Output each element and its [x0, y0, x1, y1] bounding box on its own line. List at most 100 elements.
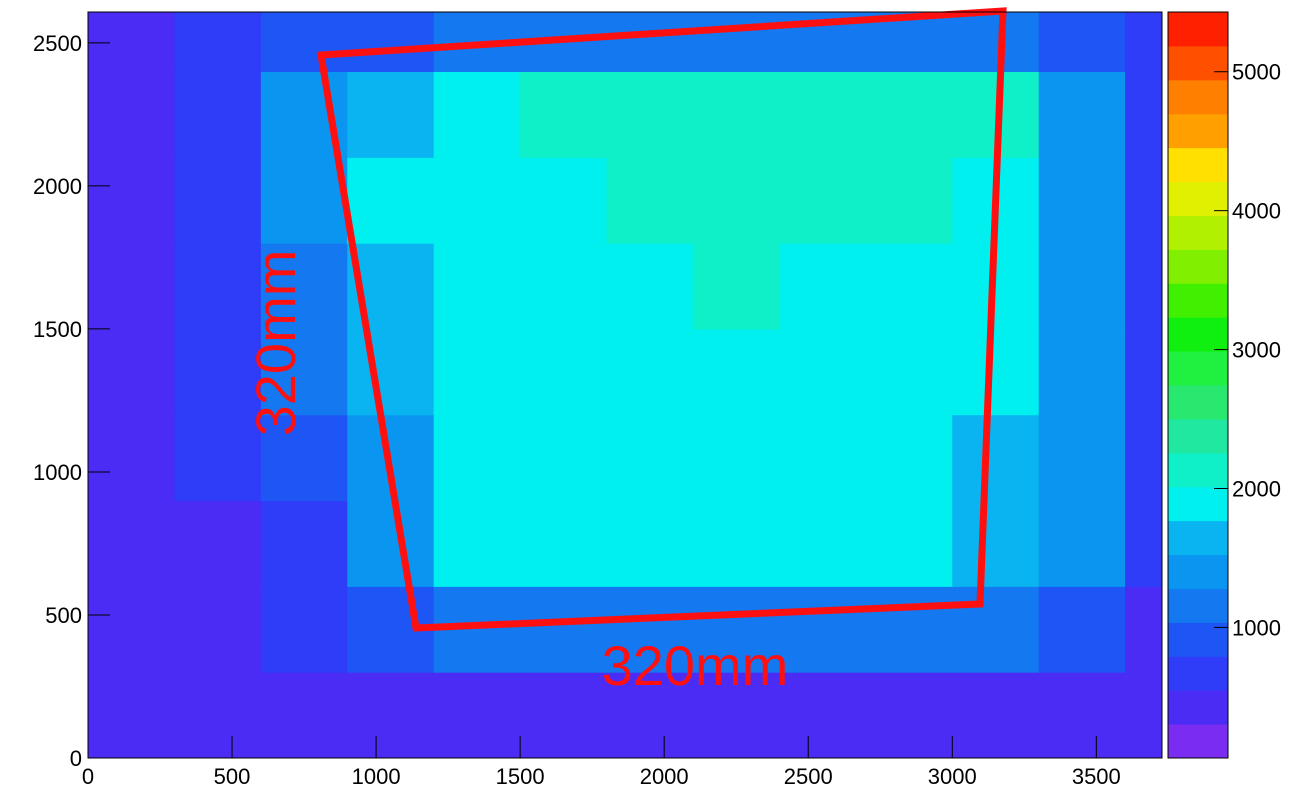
annotation: 320mm: [244, 250, 307, 437]
x-tick-label: 2500: [784, 764, 833, 789]
colorbar-band: [1168, 622, 1228, 657]
cell: [606, 12, 694, 72]
cell: [1125, 243, 1163, 330]
cell: [865, 500, 953, 587]
cell: [1038, 500, 1126, 587]
cell: [520, 71, 608, 158]
cell: [1125, 586, 1163, 673]
z-tick-label: 2000: [1232, 476, 1281, 501]
cell: [1125, 71, 1163, 158]
cell: [606, 586, 694, 673]
cell: [88, 328, 175, 416]
cell: [1038, 586, 1126, 673]
cell: [520, 414, 608, 502]
cell: [779, 328, 867, 416]
cell: [952, 672, 1040, 759]
cell: [520, 328, 608, 416]
cell: [260, 12, 348, 72]
cell: [1125, 414, 1163, 502]
colorbar-band: [1168, 351, 1228, 386]
cell: [779, 500, 867, 587]
colorbar-band: [1168, 520, 1228, 556]
cell: [692, 414, 780, 502]
cell: [260, 328, 348, 416]
cell: [779, 586, 867, 673]
cell: [174, 157, 262, 244]
cell: [692, 12, 780, 72]
cell: [88, 157, 175, 244]
cell: [606, 500, 694, 587]
x-tick-label: 500: [214, 764, 251, 789]
cell: [1038, 157, 1126, 244]
cell: [174, 12, 262, 72]
cell: [692, 500, 780, 587]
cell: [520, 586, 608, 673]
cell: [260, 672, 348, 759]
colorbar-band: [1168, 724, 1228, 759]
cell: [88, 12, 175, 72]
cell: [952, 414, 1040, 502]
cell: [433, 328, 521, 416]
cell: [952, 328, 1040, 416]
z-tick-label: 1000: [1232, 615, 1281, 640]
cell: [692, 157, 780, 244]
cell: [88, 672, 175, 759]
cell: [865, 157, 953, 244]
cell: [520, 243, 608, 330]
x-tick-label: 3500: [1072, 764, 1121, 789]
colorbar-band: [1168, 656, 1228, 691]
y-tick-label: 2000: [33, 174, 82, 199]
cell: [1038, 71, 1126, 158]
x-tick-label: 3000: [928, 764, 977, 789]
cell: [606, 414, 694, 502]
cell: [433, 672, 521, 759]
colorbar-band: [1168, 317, 1228, 352]
cell: [520, 157, 608, 244]
colorbar-band: [1168, 554, 1228, 589]
cell: [1125, 157, 1163, 244]
cell: [692, 586, 780, 673]
colorbar-band: [1168, 45, 1228, 81]
cell: [433, 71, 521, 158]
cell: [88, 243, 175, 330]
cell: [260, 414, 348, 502]
y-tick-label: 2500: [33, 31, 82, 56]
cell: [692, 672, 780, 759]
cell: [692, 243, 780, 330]
cell: [1038, 414, 1126, 502]
colorbar-band: [1168, 385, 1228, 420]
cell: [347, 157, 435, 244]
colorbar-band: [1168, 249, 1228, 284]
cell: [174, 71, 262, 158]
cell: [260, 500, 348, 587]
colorbar-band: [1168, 147, 1228, 183]
cell: [1125, 328, 1163, 416]
z-tick-label: 4000: [1232, 199, 1281, 224]
colorbar-band: [1168, 12, 1228, 47]
cell: [88, 500, 175, 587]
cell: [1125, 12, 1163, 72]
cell: [347, 71, 435, 158]
cell: [865, 71, 953, 158]
cell: [692, 71, 780, 158]
cell: [347, 500, 435, 587]
z-tick-label: 3000: [1232, 338, 1281, 363]
cell: [174, 500, 262, 587]
annotation: 320mm: [602, 634, 789, 697]
cell: [606, 672, 694, 759]
cell: [606, 157, 694, 244]
cell: [260, 157, 348, 244]
cell: [520, 672, 608, 759]
cell: [779, 414, 867, 502]
cell: [347, 672, 435, 759]
cell: [606, 243, 694, 330]
cell: [174, 243, 262, 330]
heatmap: [88, 12, 1163, 759]
cell: [433, 243, 521, 330]
cell: [779, 71, 867, 158]
cell: [606, 328, 694, 416]
x-tick-label: 0: [82, 764, 94, 789]
cell: [1125, 500, 1163, 587]
colorbar-band: [1168, 418, 1228, 454]
